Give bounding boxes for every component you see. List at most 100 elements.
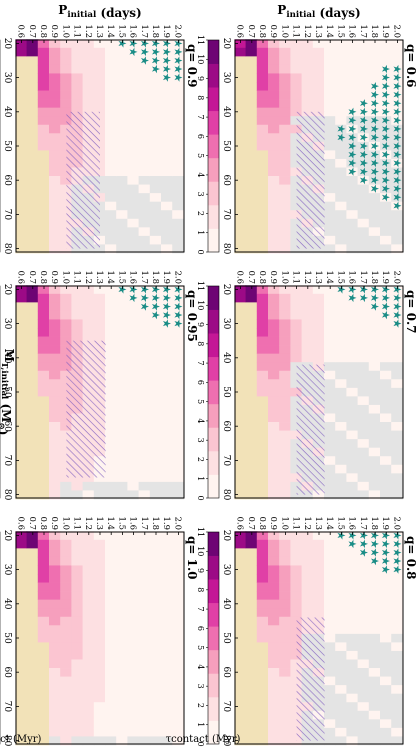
heatmap-cell [172, 439, 184, 449]
heatmap-cell [368, 184, 381, 194]
heatmap-cell [368, 693, 381, 703]
heatmap-cell [256, 133, 269, 143]
heatmap-cell [127, 47, 140, 57]
heatmap-cell [357, 133, 370, 143]
heatmap-cell [245, 456, 258, 466]
star-marker: ★ [357, 530, 370, 540]
heatmap-cell [391, 396, 403, 406]
heatmap-cell [368, 633, 381, 643]
heatmap-cell [60, 719, 72, 729]
heatmap-cell [346, 625, 359, 635]
heatmap-cell [104, 184, 117, 194]
heatmap-cell [391, 302, 403, 312]
heatmap-cell [138, 642, 151, 652]
heatmap-cell [268, 548, 280, 558]
heatmap-cell [127, 235, 140, 245]
heatmap-cell [256, 107, 269, 117]
heatmap-cell [161, 158, 173, 168]
heatmap-cell [268, 158, 280, 168]
heatmap-cell [26, 285, 39, 295]
heatmap-cell [379, 167, 392, 177]
heatmap-cell [312, 556, 325, 566]
heatmap-cell [93, 548, 106, 558]
star-marker: ★ [346, 141, 359, 151]
heatmap-cell [37, 608, 50, 618]
heatmap-cell [391, 328, 403, 337]
heatmap-cell [324, 727, 336, 737]
heatmap-cell [279, 565, 291, 575]
heatmap-cell [161, 370, 173, 380]
heatmap-cell [312, 591, 325, 601]
heatmap-cell [37, 676, 50, 686]
heatmap-cell [324, 616, 336, 626]
heatmap-cell [138, 90, 151, 100]
star-marker: ★ [357, 293, 370, 303]
heatmap-cell [15, 387, 28, 397]
y-tick-label: 1.1 [291, 516, 301, 530]
star-marker: ★ [368, 141, 381, 151]
heatmap-cell [301, 565, 314, 575]
heatmap-cell [82, 99, 95, 109]
heatmap-cell [48, 490, 61, 500]
colorbar-segment [208, 696, 219, 721]
x-tick-label: 80 [2, 243, 12, 255]
heatmap-cell [116, 422, 128, 431]
heatmap-cell [37, 64, 50, 74]
heatmap-cell [138, 693, 151, 703]
heatmap-cell [127, 158, 140, 168]
heatmap-cell [268, 447, 280, 457]
heatmap-cell [379, 396, 392, 406]
heatmap-cell [368, 158, 381, 168]
heatmap-cell [346, 150, 359, 160]
heatmap-cell [37, 642, 50, 652]
heatmap-cell [71, 39, 84, 49]
heatmap-cell [256, 302, 269, 312]
heatmap-cell [116, 659, 128, 669]
heatmap-cell [60, 608, 72, 618]
heatmap-cell [324, 736, 336, 746]
heatmap-cell [256, 73, 269, 83]
heatmap-cell [60, 47, 72, 57]
heatmap-cell [15, 158, 28, 168]
heatmap-cell [357, 447, 370, 457]
heatmap-cell [234, 531, 247, 541]
heatmap-cell [346, 413, 359, 423]
star-marker: ★ [368, 90, 381, 100]
heatmap-cell [71, 47, 84, 57]
heatmap-cell [48, 456, 61, 466]
heatmap-cell [161, 218, 173, 228]
heatmap-cell [379, 387, 392, 397]
heatmap-cell [172, 302, 184, 312]
heatmap-cell [116, 650, 128, 660]
star-marker: ★ [368, 175, 381, 185]
heatmap-cell [149, 633, 162, 643]
heatmap-cell [172, 107, 184, 117]
heatmap-cell [346, 633, 359, 643]
heatmap-cell [26, 676, 39, 686]
heatmap-cell [245, 379, 258, 389]
star-marker: ★ [390, 124, 403, 134]
heatmap-cell [346, 710, 359, 720]
star-marker: ★ [357, 107, 370, 117]
heatmap-cell [368, 396, 381, 406]
heatmap-cell [234, 379, 247, 389]
heatmap-cell [161, 362, 173, 372]
heatmap-cell [161, 727, 173, 737]
heatmap-cell [279, 158, 291, 168]
heatmap-cell [93, 481, 106, 491]
heatmap-cell [26, 582, 39, 592]
heatmap-cell [82, 73, 95, 83]
heatmap-cell [71, 539, 84, 549]
y-tick-label: 1.8 [150, 24, 160, 38]
y-tick-label: 0.8 [38, 24, 48, 38]
heatmap-cell [161, 244, 173, 254]
heatmap-cell [138, 727, 151, 737]
heatmap-cell [346, 293, 359, 303]
heatmap-cell [379, 727, 392, 737]
heatmap-cell [71, 659, 84, 669]
heatmap-cell [149, 565, 162, 575]
heatmap-cell [138, 124, 151, 134]
heatmap-cell [48, 710, 61, 720]
heatmap-cell [290, 90, 303, 100]
heatmap-cell [149, 387, 162, 397]
